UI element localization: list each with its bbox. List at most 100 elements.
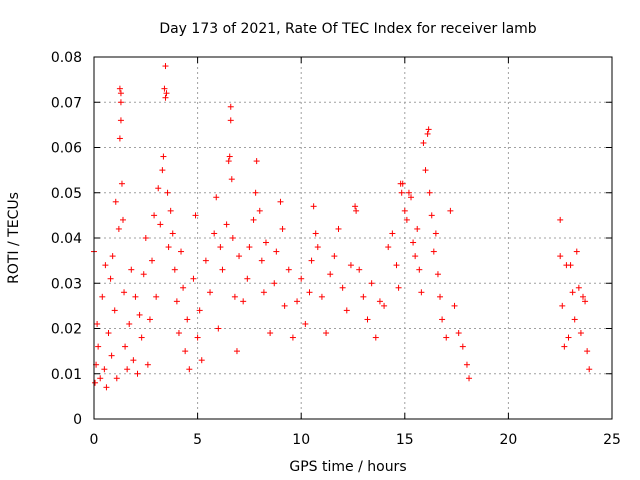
data-point	[318, 293, 325, 300]
data-point	[422, 167, 429, 174]
data-point	[140, 271, 147, 278]
data-point	[118, 180, 125, 187]
data-point	[323, 330, 330, 337]
data-point	[571, 316, 578, 323]
data-point	[116, 135, 123, 142]
data-point	[233, 348, 240, 355]
data-point	[226, 153, 233, 160]
data-point	[569, 289, 576, 296]
data-point	[343, 307, 350, 314]
data-point	[298, 275, 305, 282]
data-point	[289, 334, 296, 341]
data-point	[573, 248, 580, 255]
data-point	[567, 262, 574, 269]
axis-ticks: 0 5 10 15 20 25 0 0.01 0.02 0.03 0.04 0.05 0.06 0.07 0…	[51, 50, 621, 448]
data-point	[162, 94, 169, 101]
data-point	[116, 85, 123, 92]
data-point	[250, 216, 257, 223]
data-point	[196, 307, 203, 314]
data-point	[128, 266, 135, 273]
data-point	[167, 207, 174, 214]
data-point	[381, 302, 388, 309]
data-point	[271, 280, 278, 287]
data-point	[414, 225, 421, 232]
data-point	[180, 284, 187, 291]
y-tick-label: 0	[73, 412, 82, 428]
data-point	[171, 266, 178, 273]
data-point	[439, 316, 446, 323]
y-axis-label: ROTI / TECUs	[6, 192, 22, 284]
data-point	[277, 198, 284, 205]
data-point	[198, 357, 205, 364]
data-point	[103, 384, 110, 391]
data-point	[164, 189, 171, 196]
data-point	[253, 158, 260, 165]
data-point	[144, 361, 151, 368]
data-point	[575, 284, 582, 291]
data-point	[466, 375, 473, 382]
data-point	[267, 330, 274, 337]
data-point	[335, 225, 342, 232]
data-point	[399, 180, 406, 187]
data-point	[403, 216, 410, 223]
data-point	[178, 248, 185, 255]
data-point	[122, 343, 129, 350]
data-point	[223, 221, 230, 228]
data-point	[105, 330, 112, 337]
data-point	[132, 293, 139, 300]
data-point	[430, 248, 437, 255]
data-point	[459, 343, 466, 350]
data-point	[356, 266, 363, 273]
data-point	[352, 203, 359, 210]
data-point	[559, 302, 566, 309]
data-point	[190, 275, 197, 282]
x-axis-label: GPS time / hours	[289, 459, 406, 475]
y-tick-label: 0.04	[51, 231, 82, 247]
x-tick-label: 25	[603, 432, 621, 448]
data-point	[364, 316, 371, 323]
y-tick-label: 0.07	[51, 95, 82, 111]
data-point	[308, 257, 315, 264]
data-point	[227, 103, 234, 110]
data-point	[124, 366, 131, 373]
chart-title: Day 173 of 2021, Rate Of TEC Index for r…	[159, 21, 536, 37]
data-point	[443, 334, 450, 341]
data-point	[408, 194, 415, 201]
y-tick-label: 0.01	[51, 367, 82, 383]
data-point	[227, 117, 234, 124]
data-point	[207, 289, 214, 296]
data-point	[327, 271, 334, 278]
data-point	[138, 334, 145, 341]
data-point	[339, 284, 346, 291]
data-point	[420, 139, 427, 146]
data-point	[117, 90, 124, 97]
data-point	[314, 244, 321, 251]
data-point	[142, 235, 149, 241]
data-point	[353, 207, 360, 214]
data-point	[240, 298, 247, 305]
x-tick-label: 10	[292, 432, 310, 448]
data-point	[112, 198, 119, 205]
data-point	[385, 244, 392, 251]
data-point	[228, 176, 235, 183]
data-point	[252, 189, 259, 196]
data-point	[184, 316, 191, 323]
data-point	[376, 298, 383, 305]
data-point	[194, 334, 201, 341]
data-point	[285, 266, 292, 273]
data-point	[159, 167, 166, 174]
data-point	[163, 90, 170, 97]
data-point	[95, 343, 102, 350]
data-point	[412, 253, 419, 260]
data-point	[416, 266, 423, 273]
data-point	[101, 366, 108, 373]
data-point	[451, 302, 458, 309]
data-point	[582, 298, 589, 305]
data-point	[165, 244, 172, 251]
data-point	[577, 330, 584, 337]
data-point	[463, 361, 470, 368]
data-point	[244, 275, 251, 282]
data-point	[153, 293, 160, 300]
data-point	[151, 212, 158, 219]
